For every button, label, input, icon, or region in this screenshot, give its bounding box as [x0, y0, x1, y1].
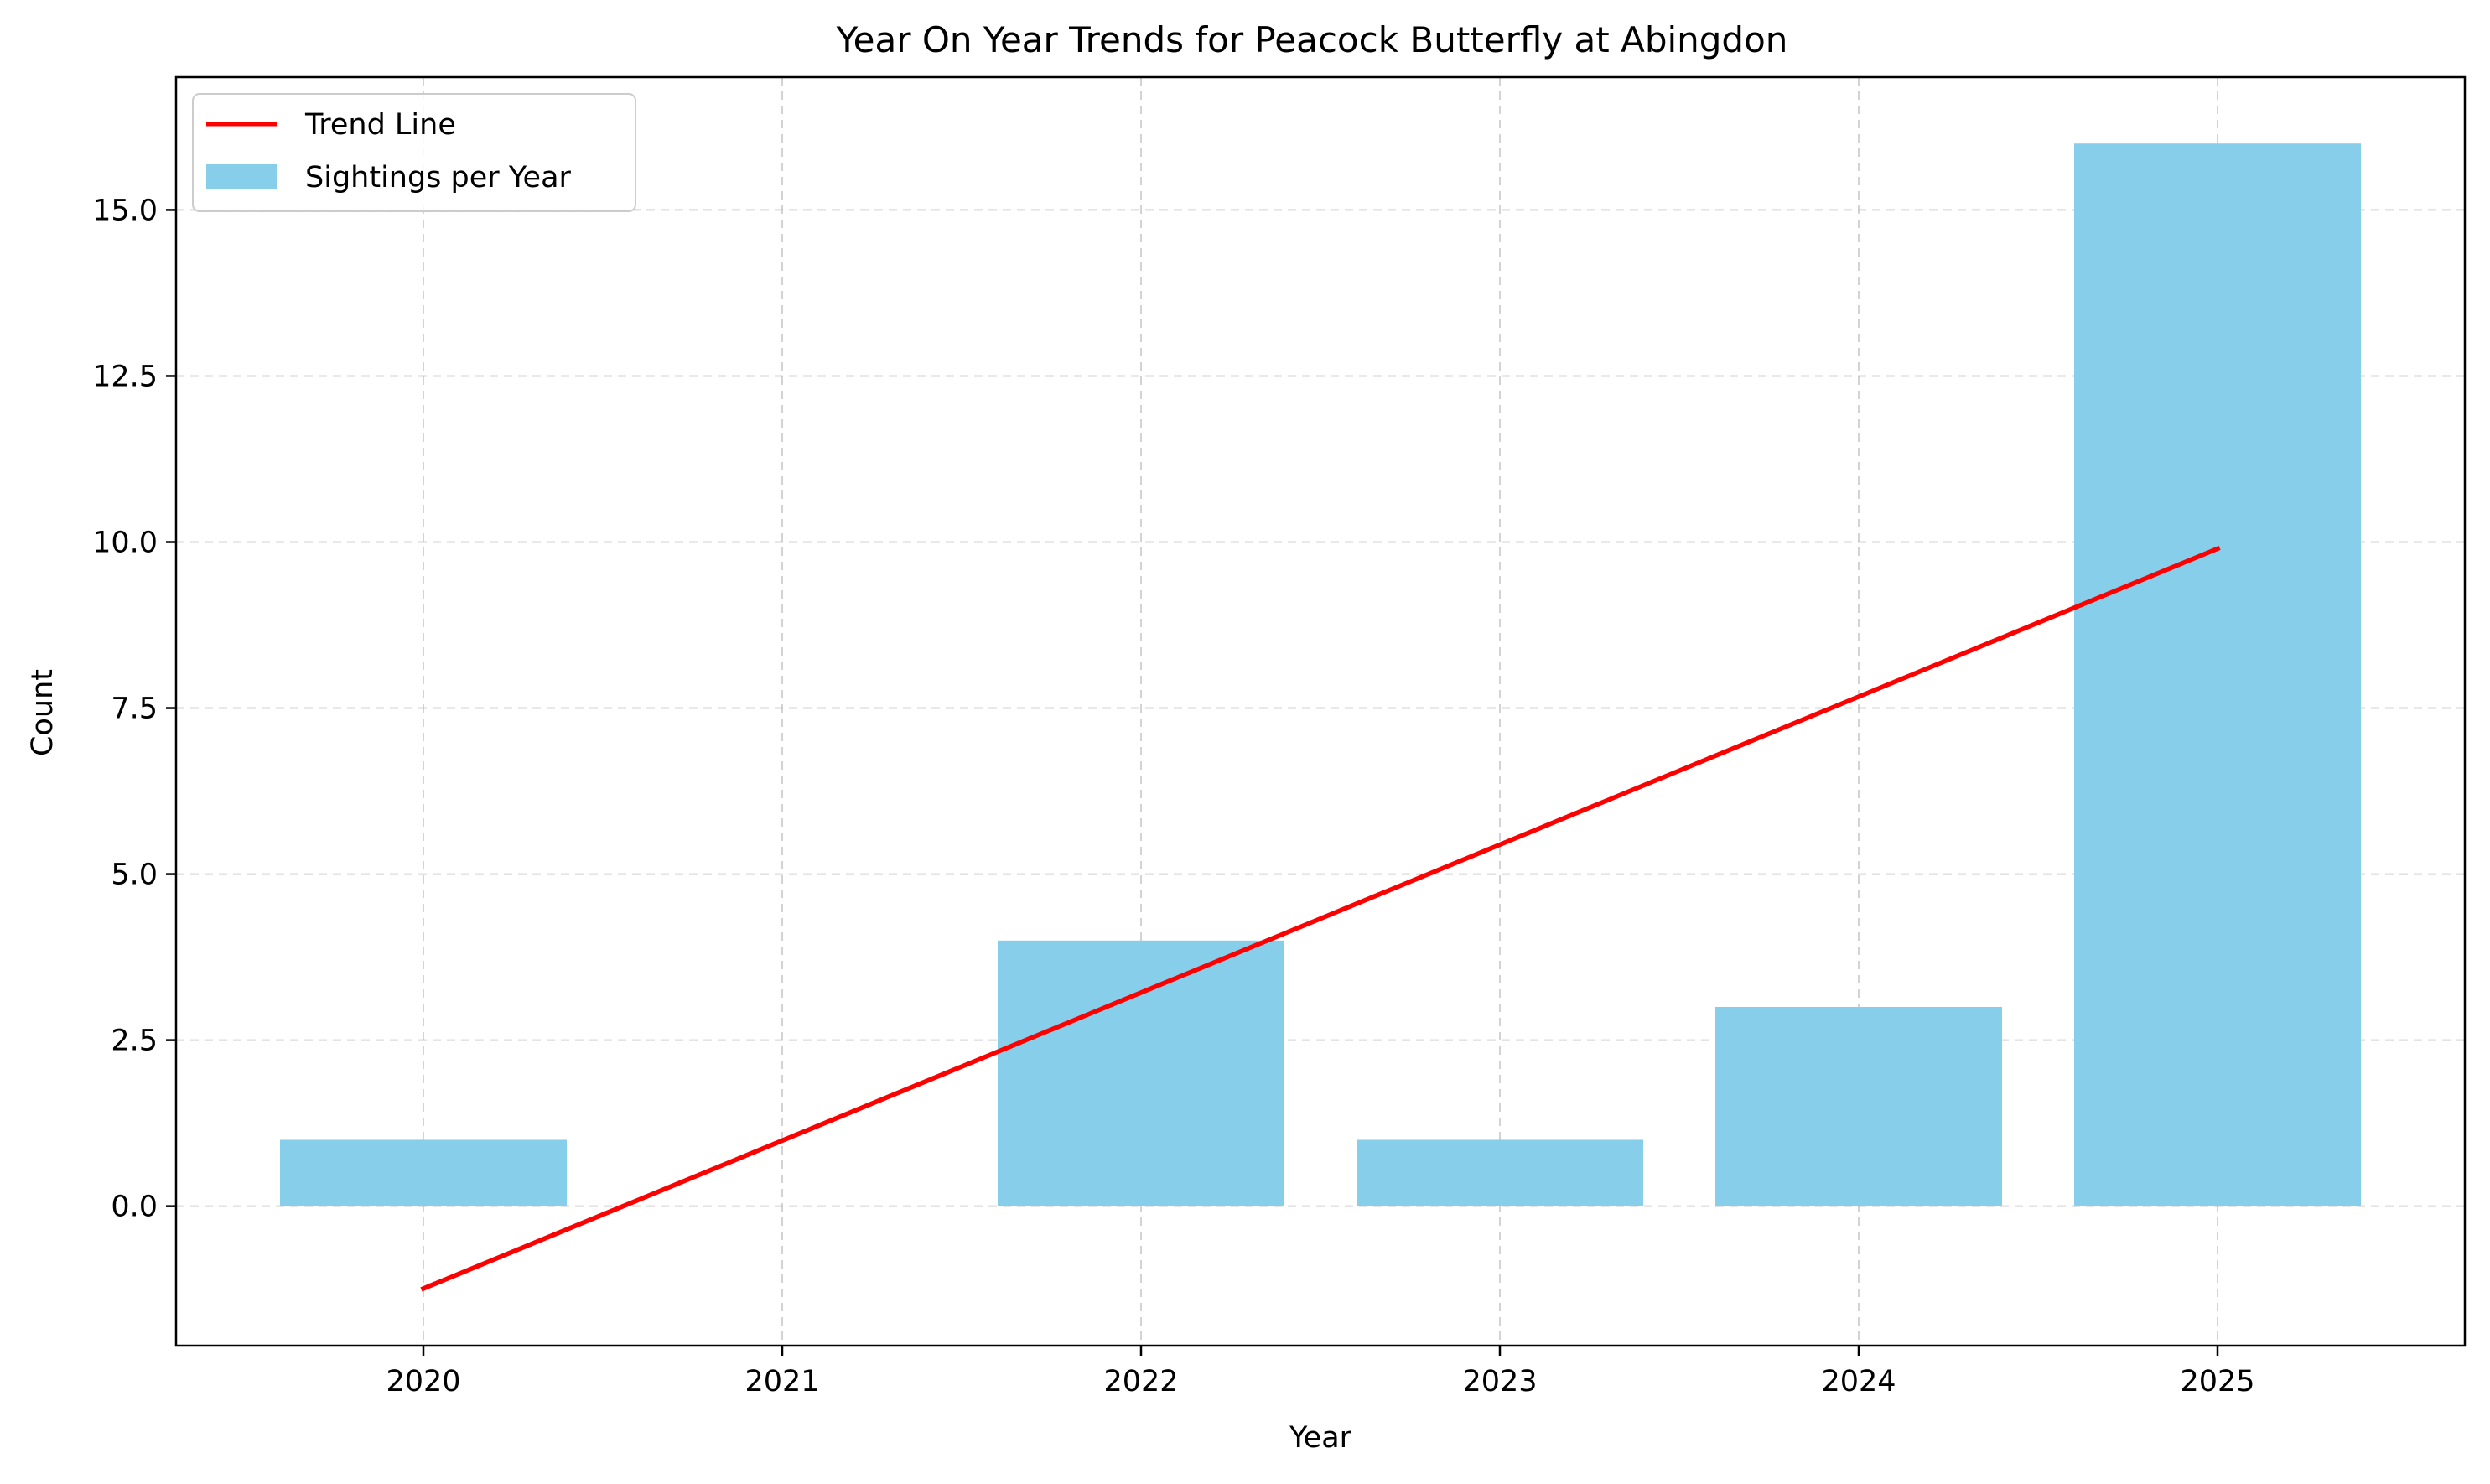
- y-tick-label: 0.0: [111, 1191, 158, 1224]
- y-axis-ticks: 0.0 2.5 5.0 7.5 10.0 12.5 15.0: [92, 194, 176, 1224]
- bar-2025: [2074, 143, 2361, 1206]
- x-tick-label: 2022: [1103, 1365, 1178, 1398]
- bar-2024: [1715, 1007, 2002, 1206]
- x-tick-label: 2023: [1462, 1365, 1537, 1398]
- y-tick-label: 12.5: [92, 360, 158, 393]
- x-tick-label: 2021: [744, 1365, 819, 1398]
- x-axis-ticks: 2020 2021 2022 2023 2024 2025: [386, 1346, 2255, 1398]
- y-tick-label: 15.0: [92, 194, 158, 227]
- chart-title: Year On Year Trends for Peacock Butterfl…: [836, 19, 1788, 60]
- x-tick-label: 2020: [386, 1365, 460, 1398]
- bar-2023: [1357, 1139, 1643, 1206]
- y-tick-label: 5.0: [111, 859, 158, 892]
- bars: [280, 143, 2361, 1206]
- bar-2020: [280, 1139, 567, 1206]
- y-axis-label: Count: [26, 669, 60, 756]
- plot-frame: [174, 75, 2467, 1347]
- bar-2022: [998, 940, 1284, 1206]
- legend-label-sightings: Sightings per Year: [305, 161, 572, 195]
- trend-line-layer: [420, 545, 2221, 1292]
- legend-swatch-sightings: [206, 164, 277, 189]
- legend-box: [192, 93, 636, 212]
- legend: Trend Line Sightings per Year: [192, 93, 636, 212]
- y-tick-label: 10.0: [92, 527, 158, 560]
- x-tick-label: 2025: [2180, 1365, 2254, 1398]
- y-tick-label: 2.5: [111, 1025, 158, 1058]
- y-tick-label: 7.5: [111, 693, 158, 726]
- x-tick-label: 2024: [1821, 1365, 1896, 1398]
- trend-line: [420, 545, 2221, 1292]
- x-axis-label: Year: [1289, 1421, 1352, 1455]
- legend-label-trend-line: Trend Line: [304, 108, 456, 142]
